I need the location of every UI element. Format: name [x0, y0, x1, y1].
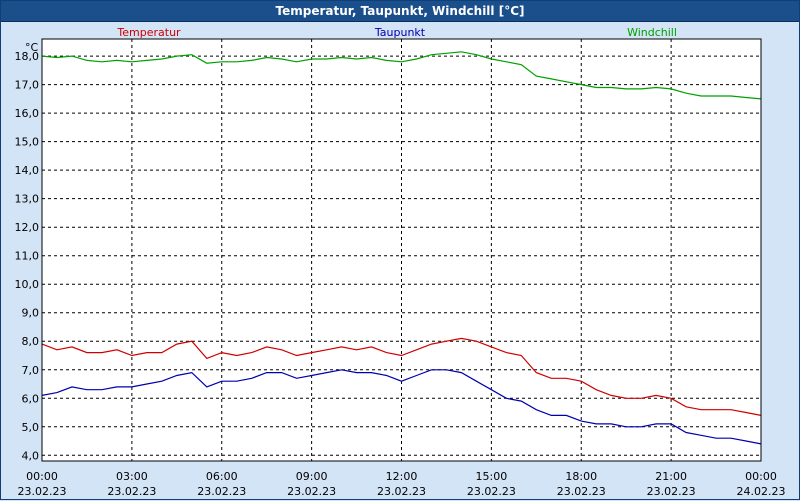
y-tick-label: 16,0 — [15, 107, 40, 120]
y-tick-label: 9,0 — [22, 307, 40, 320]
x-tick-time-label: 21:00 — [655, 470, 687, 483]
y-tick-label: 14,0 — [15, 164, 40, 177]
grid-layer — [42, 39, 761, 461]
series-line-temperatur — [41, 337, 762, 416]
x-tick-time-label: 18:00 — [565, 470, 597, 483]
x-tick-time-label: 00:00 — [26, 470, 58, 483]
x-tick-date-label: 24.02.23 — [737, 485, 786, 498]
y-tick-label: 4,0 — [22, 449, 40, 462]
legend-item-windchill: Windchill — [627, 26, 677, 39]
y-tick-label: 18,0 — [15, 50, 40, 63]
x-tick-date-label: 23.02.23 — [197, 485, 246, 498]
y-tick-label: 13,0 — [15, 193, 40, 206]
x-tick-time-label: 00:00 — [745, 470, 777, 483]
x-tick-date-label: 23.02.23 — [647, 485, 696, 498]
y-tick-label: 7,0 — [22, 364, 40, 377]
x-tick-date-label: 23.02.23 — [467, 485, 516, 498]
legend-item-taupunkt: Taupunkt — [374, 26, 426, 39]
x-tick-date-label: 23.02.23 — [107, 485, 156, 498]
plot-border — [41, 38, 762, 462]
y-tick-label: 5,0 — [22, 421, 40, 434]
legend: Temperatur Taupunkt Windchill — [116, 26, 677, 39]
x-tick-time-label: 12:00 — [386, 470, 418, 483]
x-tick-time-label: 09:00 — [296, 470, 328, 483]
x-tick-time-label: 15:00 — [476, 470, 508, 483]
y-tick-label: 17,0 — [15, 79, 40, 92]
series-layer — [41, 51, 762, 445]
x-tick-date-label: 23.02.23 — [557, 485, 606, 498]
x-tick-time-label: 03:00 — [116, 470, 148, 483]
y-tick-label: 12,0 — [15, 221, 40, 234]
y-tick-label: 8,0 — [22, 335, 40, 348]
y-tick-label: 10,0 — [15, 278, 40, 291]
x-tick-date-label: 23.02.23 — [18, 485, 67, 498]
chart-title: Temperatur, Taupunkt, Windchill [°C] — [1, 1, 799, 22]
x-tick-time-label: 06:00 — [206, 470, 238, 483]
x-tick-date-label: 23.02.23 — [287, 485, 336, 498]
x-tick-date-label: 23.02.23 — [377, 485, 426, 498]
legend-item-temperatur: Temperatur — [116, 26, 181, 39]
y-tick-label: 11,0 — [15, 250, 40, 263]
y-axis-unit-label: °C — [25, 41, 39, 54]
series-line-windchill — [41, 51, 762, 100]
series-line-taupunkt — [41, 369, 762, 445]
axis-layer: °C 4,0 5,0 6,0 7,0 8,0 9,0 10,0 11,0 12,0 13,0 14,… — [15, 41, 786, 498]
y-tick-label: 6,0 — [22, 392, 40, 405]
y-tick-label: 15,0 — [15, 136, 40, 149]
